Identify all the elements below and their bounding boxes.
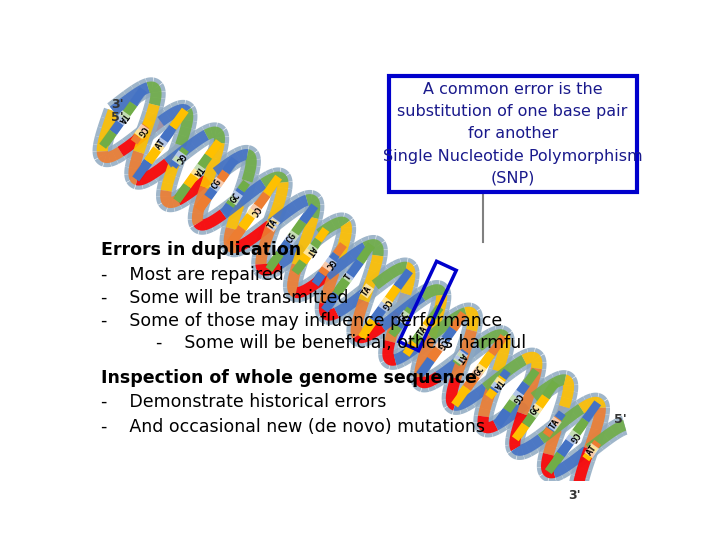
Text: GC: GC — [397, 310, 411, 325]
Text: GC: GC — [323, 257, 336, 271]
Text: 3': 3' — [568, 489, 581, 502]
Text: TA: TA — [416, 324, 430, 338]
Text: 5': 5' — [111, 111, 124, 124]
Text: A common error is the
substitution of one base pair
for another
Single Nucleotid: A common error is the substitution of on… — [383, 82, 642, 186]
Text: 3': 3' — [111, 98, 123, 111]
Text: -    Some will be transmitted: - Some will be transmitted — [101, 289, 348, 307]
Text: T: T — [343, 273, 354, 282]
Text: AT: AT — [585, 443, 598, 457]
Text: TA: TA — [266, 218, 280, 231]
Text: Errors in duplication: Errors in duplication — [101, 241, 301, 259]
Text: -    Most are repaired: - Most are repaired — [101, 266, 284, 284]
Text: -    Some of those may influence performance: - Some of those may influence performanc… — [101, 312, 503, 329]
Text: TA: TA — [360, 284, 374, 298]
Text: GC: GC — [528, 404, 542, 417]
Text: CG: CG — [379, 297, 392, 311]
Text: AT: AT — [454, 350, 467, 365]
Text: TA: TA — [192, 164, 204, 178]
Text: 5': 5' — [614, 413, 627, 426]
Text: CG: CG — [135, 124, 148, 138]
Text: -    And occasional new (de novo) mutations: - And occasional new (de novo) mutations — [101, 418, 485, 436]
Text: GC: GC — [229, 191, 243, 205]
Text: CG: CG — [210, 178, 223, 192]
Text: CG: CG — [435, 337, 449, 351]
Text: CG: CG — [566, 430, 580, 444]
Text: -    Demonstrate historical errors: - Demonstrate historical errors — [101, 394, 387, 411]
Text: GC: GC — [472, 364, 486, 377]
Text: AT: AT — [304, 244, 318, 258]
Text: GC: GC — [173, 151, 186, 165]
Text: AT: AT — [154, 138, 167, 152]
Text: TA: TA — [116, 111, 130, 125]
Text: CC: CC — [248, 204, 261, 218]
Text: TA: TA — [491, 377, 505, 391]
Text: TA: TA — [547, 417, 561, 431]
FancyBboxPatch shape — [389, 76, 637, 192]
Text: CG: CG — [510, 390, 523, 404]
Text: -    Some will be beneficial, others harmful: - Some will be beneficial, others harmfu… — [101, 334, 526, 353]
Text: Inspection of whole genome sequence: Inspection of whole genome sequence — [101, 369, 477, 387]
Text: CG: CG — [285, 231, 299, 245]
Bar — [399, 261, 456, 350]
